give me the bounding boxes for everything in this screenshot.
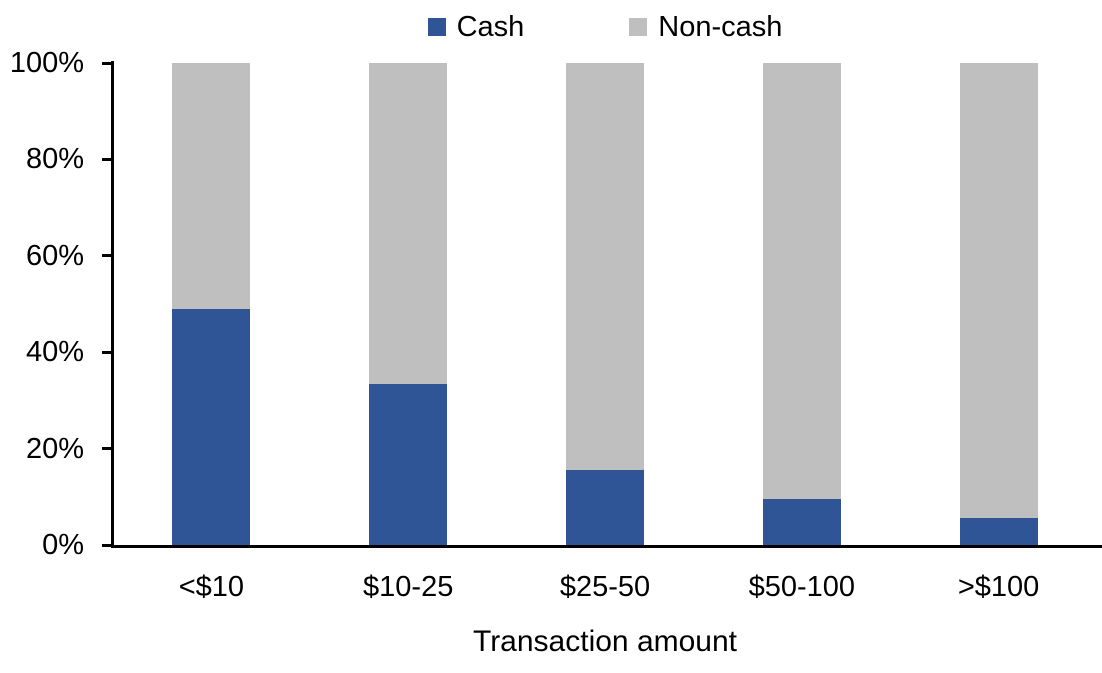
bar-slot-2 xyxy=(310,63,507,545)
cash-segment-1 xyxy=(172,308,251,545)
y-tick-60% xyxy=(102,254,112,258)
y-label-100%: 100% xyxy=(9,47,84,79)
noncash-segment-4 xyxy=(762,63,841,500)
cash-segment-4 xyxy=(762,499,841,545)
x-axis-line xyxy=(111,545,1102,548)
stacked-bar-3 xyxy=(565,63,644,545)
y-axis-ticks xyxy=(102,61,112,547)
legend: Cash Non-cash xyxy=(113,8,1097,46)
x-axis-title: Transaction amount xyxy=(472,625,738,658)
stacked-bar-1 xyxy=(172,63,251,545)
stacked-bar-5 xyxy=(959,63,1038,545)
x-label-5: >$100 xyxy=(957,571,1040,603)
noncash-legend-label: Non-cash xyxy=(658,11,783,43)
cash-legend-swatch xyxy=(427,18,446,36)
noncash-segment-2 xyxy=(369,63,448,384)
noncash-segment-5 xyxy=(959,63,1038,519)
bar-slot-4 xyxy=(703,63,900,545)
stacked-bar-2 xyxy=(369,63,448,545)
plot-area xyxy=(113,63,1097,545)
y-label-80%: 80% xyxy=(25,143,84,176)
x-label-3: $25-50 xyxy=(559,571,651,603)
y-tick-80% xyxy=(102,157,112,161)
noncash-legend-swatch xyxy=(629,18,648,36)
cash-segment-5 xyxy=(959,518,1038,545)
x-label-4: $50-100 xyxy=(748,571,855,603)
x-label-1: <$10 xyxy=(178,571,245,603)
x-label-2: $10-25 xyxy=(363,571,454,603)
bar-slot-5 xyxy=(900,63,1097,545)
y-tick-100% xyxy=(102,61,112,65)
y-label-40%: 40% xyxy=(25,336,84,369)
y-label-20%: 20% xyxy=(25,432,84,465)
y-axis-labels: 0% 20% 40% 60% 80% 100% xyxy=(0,47,84,561)
y-tick-40% xyxy=(102,350,112,354)
legend-item-noncash: Non-cash xyxy=(629,10,782,44)
y-axis-line xyxy=(111,61,114,548)
cash-segment-3 xyxy=(565,470,644,545)
bar-slot-3 xyxy=(507,63,704,545)
y-label-0%: 0% xyxy=(42,529,84,561)
noncash-segment-1 xyxy=(172,63,251,309)
y-tick-0% xyxy=(102,543,112,547)
legend-item-cash: Cash xyxy=(427,10,525,44)
cash-legend-label: Cash xyxy=(456,11,525,43)
stacked-bar-4 xyxy=(762,63,841,545)
noncash-segment-3 xyxy=(565,63,644,471)
cash-segment-2 xyxy=(369,383,448,545)
x-axis-labels: <$10 $10-25 $25-50 $50-100 >$100 xyxy=(113,570,1097,604)
y-tick-20% xyxy=(102,447,112,451)
bar-slot-1 xyxy=(113,63,310,545)
y-label-60%: 60% xyxy=(25,239,84,272)
